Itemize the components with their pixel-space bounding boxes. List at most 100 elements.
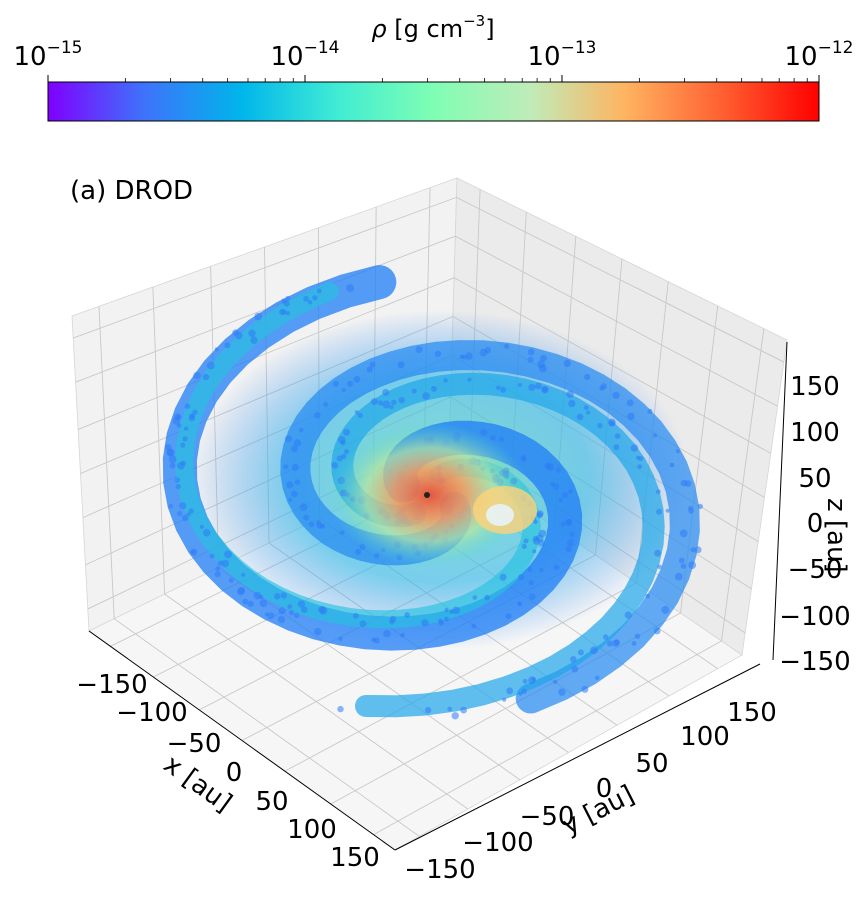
scatter-point (280, 592, 287, 599)
colorbar-bar (47, 81, 820, 122)
scatter-point (484, 594, 490, 601)
scatter-point (370, 398, 378, 406)
scatter-point (520, 454, 527, 461)
scatter-point (294, 479, 301, 486)
scatter-point (626, 399, 634, 407)
scatter-point (661, 605, 670, 614)
scatter-point (634, 633, 641, 639)
scatter-point (577, 649, 584, 656)
scatter-point (297, 600, 306, 608)
scatter-point (308, 521, 315, 528)
scatter-point (599, 386, 605, 391)
x-tick-label: 150 (330, 843, 380, 873)
scatter-point (290, 445, 298, 453)
z-tick-label: 100 (790, 418, 840, 448)
scatter-point (537, 360, 545, 368)
scatter-point (679, 529, 688, 538)
scatter-point (499, 436, 505, 442)
x-tick-label: 0 (226, 758, 243, 788)
scatter-point (465, 352, 473, 360)
scatter-point (224, 550, 232, 559)
scatter-point (259, 599, 268, 608)
density-cloud (162, 265, 703, 720)
scatter-point (688, 561, 697, 569)
scatter-point (341, 388, 346, 393)
scatter-point (175, 483, 181, 490)
scatter-point (553, 564, 560, 571)
scatter-point (214, 347, 219, 352)
scatter-point (285, 435, 293, 443)
scatter-point (389, 405, 394, 410)
z-tick-label: −50 (788, 555, 843, 585)
scatter-point (434, 350, 441, 357)
scatter-point (301, 606, 308, 613)
scatter-point (558, 497, 563, 503)
scatter-point (298, 427, 304, 433)
scatter-point (653, 627, 661, 635)
scatter-point (291, 463, 299, 472)
scatter-point (674, 572, 683, 581)
scatter-point (188, 508, 194, 514)
scatter-point (669, 462, 675, 468)
scatter-point (174, 413, 181, 421)
scatter-point (522, 678, 528, 684)
z-tick-label: 150 (790, 372, 840, 402)
scatter-point (518, 691, 523, 696)
scatter-point (293, 612, 300, 619)
scatter-point (607, 418, 616, 427)
scatter-point (586, 410, 591, 415)
scatter-point (391, 399, 397, 406)
scatter-point (528, 383, 536, 391)
scatter-point (168, 504, 173, 509)
scatter-point (538, 529, 547, 538)
scatter-point (369, 361, 376, 368)
scatter-point (467, 377, 472, 382)
scatter-point (471, 623, 477, 629)
scatter-point (169, 462, 176, 469)
scatter-point (521, 543, 527, 550)
central-star (424, 492, 430, 498)
colorbar-label: ρ [g cm−3] (371, 12, 494, 43)
scatter-point (336, 455, 343, 462)
scatter-point (653, 433, 658, 438)
scatter-point (411, 388, 417, 394)
scatter-point (527, 356, 534, 363)
scatter-point (340, 530, 345, 535)
scatter-point (517, 383, 522, 387)
x-tick-label: 100 (287, 815, 337, 845)
scatter-point (314, 627, 322, 636)
scatter-point (472, 595, 478, 600)
y-tick-label: −150 (404, 855, 475, 885)
scatter-point (398, 397, 405, 404)
scatter-point (332, 380, 339, 387)
scatter-point (694, 546, 702, 554)
scatter-point (614, 433, 621, 439)
scatter-point (421, 619, 429, 627)
scatter-point (382, 388, 390, 396)
panel-label: (a) DROD (70, 176, 193, 206)
scatter-point (602, 634, 609, 640)
scatter-point (627, 412, 635, 421)
scatter-point (354, 410, 359, 415)
z-tick-label: −150 (779, 647, 850, 677)
colorbar-tick-label: 10−13 (528, 38, 597, 72)
scatter-point (531, 677, 536, 682)
scatter-point (630, 444, 639, 452)
scatter-point (278, 607, 286, 615)
scatter-point (532, 536, 539, 542)
scatter-point (320, 523, 326, 529)
scatter-point (540, 354, 547, 362)
hot-spot-white (486, 504, 514, 526)
scatter-point (657, 564, 662, 570)
scatter-point (224, 342, 231, 349)
scatter-point (500, 387, 507, 393)
scatter-point (612, 639, 620, 647)
scatter-point (443, 378, 448, 383)
scatter-point (190, 548, 198, 556)
y-tick-label: 0 (596, 774, 613, 804)
scatter-point (215, 566, 221, 572)
scatter-point (680, 563, 687, 569)
